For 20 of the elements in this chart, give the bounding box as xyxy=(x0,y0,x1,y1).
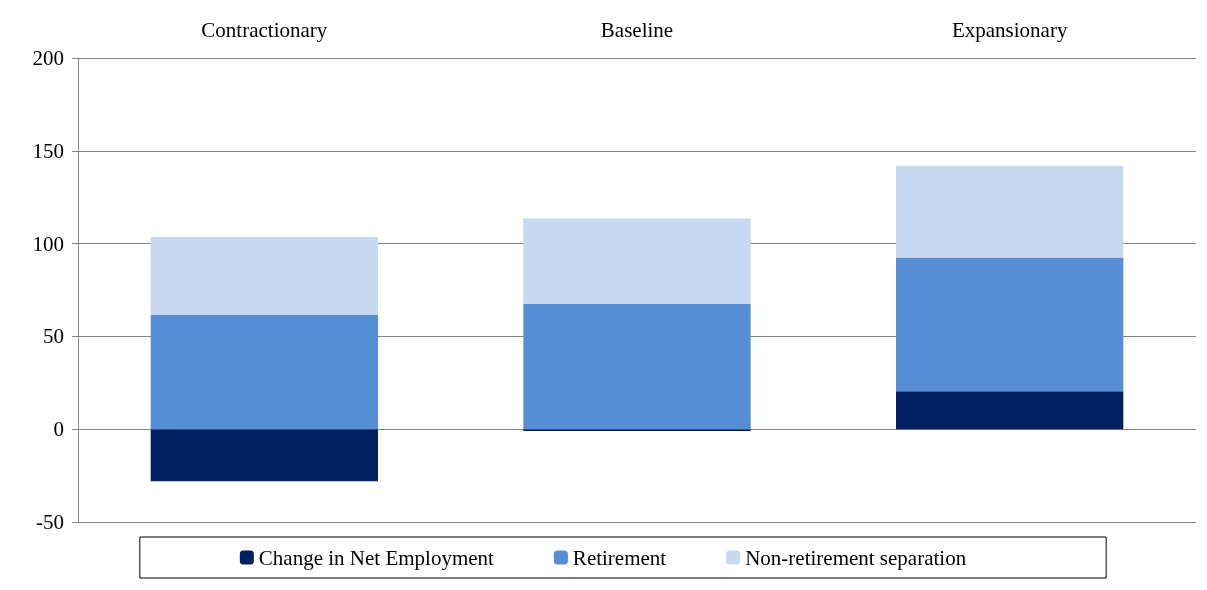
y-tick-label: 200 xyxy=(32,46,64,70)
bar xyxy=(896,165,1124,258)
y-tick-label: 150 xyxy=(32,138,64,163)
bar xyxy=(896,391,1124,430)
legend-label: Non-retirement separation xyxy=(745,545,967,570)
x-tick-label: Baseline xyxy=(600,17,674,42)
bar xyxy=(150,429,378,482)
x-tick-label: Contractionary xyxy=(201,17,328,42)
y-tick-label: -50 xyxy=(36,510,64,534)
bar xyxy=(523,303,751,430)
y-tick-label: 0 xyxy=(53,417,64,442)
y-tick-label: 50 xyxy=(43,324,64,349)
legend-label: Change in Net Employment xyxy=(258,545,495,570)
bar xyxy=(523,218,751,304)
bar xyxy=(896,257,1124,392)
x-tick-label: Expansionary xyxy=(951,17,1068,42)
bar xyxy=(150,315,378,430)
legend-label: Retirement xyxy=(572,545,667,570)
bar xyxy=(150,237,378,316)
y-tick-label: 100 xyxy=(32,231,64,256)
